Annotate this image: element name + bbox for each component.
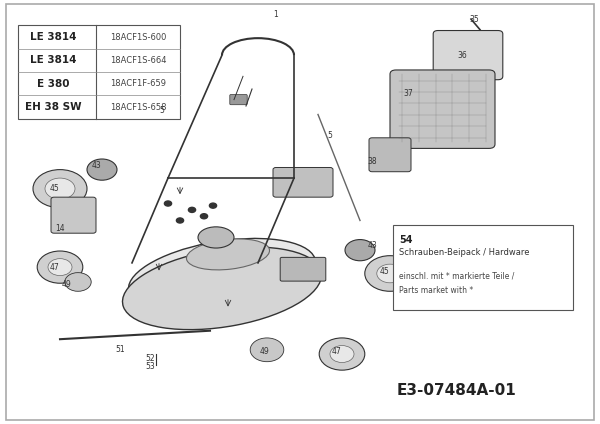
- Text: 53: 53: [145, 362, 155, 371]
- Text: 38: 38: [367, 156, 377, 166]
- Circle shape: [37, 251, 83, 283]
- Text: E3-07484A-01: E3-07484A-01: [396, 382, 516, 398]
- Circle shape: [87, 159, 117, 180]
- Circle shape: [319, 338, 365, 370]
- Ellipse shape: [198, 227, 234, 248]
- Text: 49: 49: [61, 279, 71, 289]
- FancyBboxPatch shape: [273, 167, 333, 197]
- Text: einschl. mit * markierte Teile /: einschl. mit * markierte Teile /: [399, 271, 514, 280]
- FancyBboxPatch shape: [230, 95, 247, 105]
- FancyBboxPatch shape: [51, 197, 96, 233]
- Text: LE 3814: LE 3814: [31, 32, 77, 42]
- Text: 47: 47: [331, 347, 341, 357]
- Text: EH 38 SW: EH 38 SW: [25, 102, 82, 112]
- Text: 18ACF1F-659: 18ACF1F-659: [110, 79, 166, 88]
- Text: 43: 43: [367, 241, 377, 251]
- Circle shape: [176, 218, 184, 223]
- Text: 37: 37: [403, 89, 413, 98]
- Text: 1: 1: [274, 10, 278, 20]
- Text: Parts market with *: Parts market with *: [399, 286, 473, 295]
- FancyBboxPatch shape: [433, 31, 503, 80]
- FancyBboxPatch shape: [390, 70, 495, 148]
- Ellipse shape: [128, 238, 316, 313]
- Circle shape: [365, 256, 415, 291]
- Circle shape: [330, 346, 354, 363]
- Text: 35: 35: [469, 14, 479, 24]
- Text: 18ACF1S-658: 18ACF1S-658: [110, 103, 166, 112]
- Text: 18ACF1S-600: 18ACF1S-600: [110, 33, 166, 42]
- Circle shape: [209, 203, 217, 208]
- Bar: [393, 225, 573, 310]
- Circle shape: [33, 170, 87, 208]
- Text: 45: 45: [379, 267, 389, 276]
- Bar: [18, 25, 180, 119]
- Text: 45: 45: [49, 184, 59, 193]
- Circle shape: [377, 264, 403, 283]
- Text: 43: 43: [91, 161, 101, 170]
- Text: E 380: E 380: [37, 79, 70, 89]
- Ellipse shape: [187, 239, 269, 270]
- Text: 14: 14: [55, 224, 65, 234]
- Circle shape: [250, 338, 284, 362]
- Circle shape: [188, 207, 196, 212]
- FancyBboxPatch shape: [369, 138, 411, 172]
- Circle shape: [48, 259, 72, 276]
- Circle shape: [45, 178, 75, 199]
- Circle shape: [164, 201, 172, 206]
- Text: 49: 49: [259, 347, 269, 357]
- Circle shape: [345, 240, 375, 261]
- Text: 18ACF1S-664: 18ACF1S-664: [110, 56, 166, 65]
- Text: 36: 36: [457, 50, 467, 60]
- Circle shape: [65, 273, 91, 291]
- Text: 54: 54: [399, 235, 413, 245]
- Circle shape: [200, 214, 208, 219]
- Ellipse shape: [122, 247, 322, 329]
- Text: LE 3814: LE 3814: [31, 56, 77, 65]
- Text: 52: 52: [145, 354, 155, 363]
- Text: Schrauben-Beipack / Hardware: Schrauben-Beipack / Hardware: [399, 248, 530, 257]
- Text: 5: 5: [160, 106, 164, 115]
- Text: 51: 51: [115, 345, 125, 354]
- Text: 47: 47: [49, 262, 59, 272]
- Text: 5: 5: [328, 131, 332, 140]
- FancyBboxPatch shape: [280, 257, 326, 281]
